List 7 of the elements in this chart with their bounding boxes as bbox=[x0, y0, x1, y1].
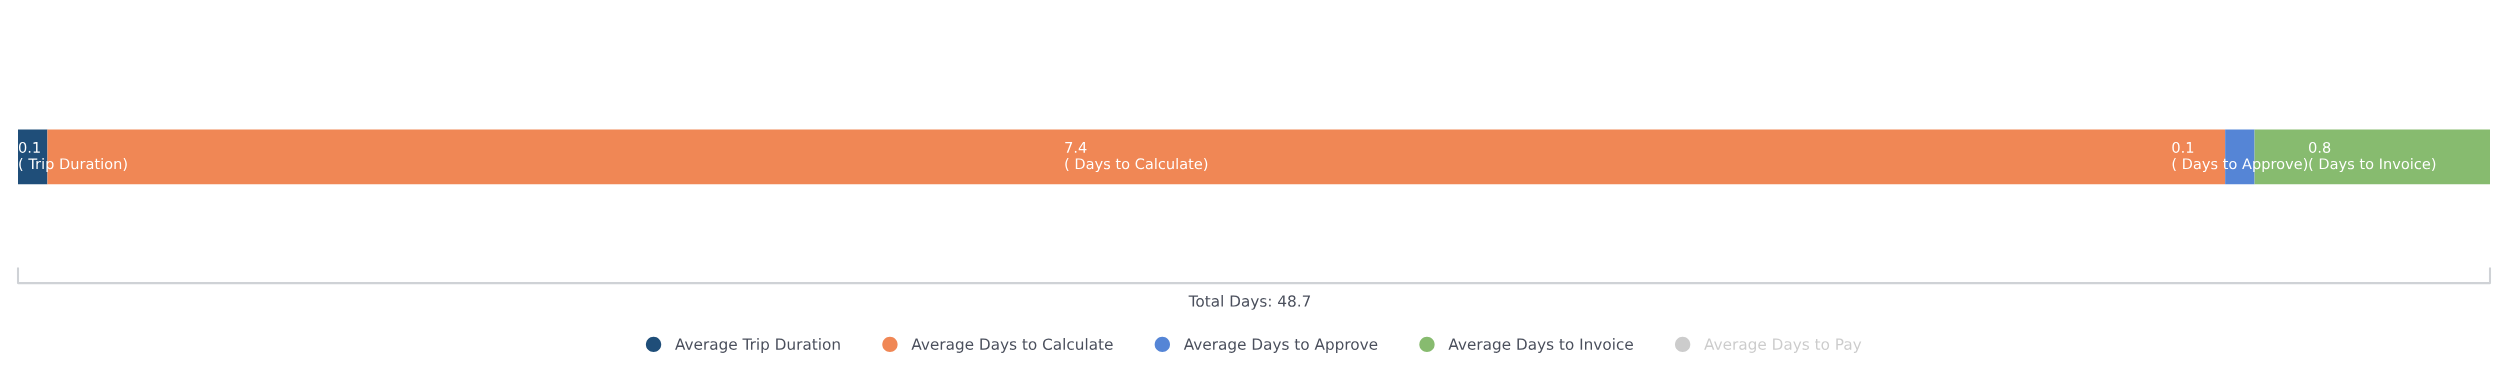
legend-label: Average Trip Duration bbox=[675, 338, 840, 353]
legend-label: Average Days to Approve bbox=[1183, 338, 1378, 353]
text: Total Days: 48.7 bbox=[1188, 295, 1311, 310]
legend-label: Average Days to Invoice bbox=[1448, 338, 1633, 353]
data-label: 7.4 ( Days to Calculate) bbox=[1065, 142, 1208, 173]
data-label: 0.8 ( Days to Invoice) bbox=[2309, 141, 2436, 173]
legend-label: Average Days to Calculate bbox=[911, 338, 1113, 353]
